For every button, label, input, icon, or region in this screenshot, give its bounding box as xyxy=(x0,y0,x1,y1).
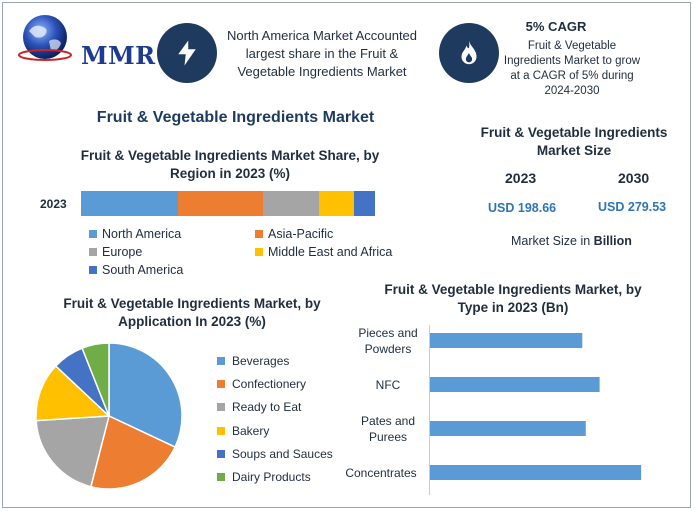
globe-icon xyxy=(18,15,72,61)
flame-icon xyxy=(439,23,499,83)
application-legend-item-ready-to-eat: Ready to Eat xyxy=(217,396,333,419)
legend-swatch xyxy=(217,403,225,412)
region-legend-item-north-america: North America xyxy=(89,227,181,241)
legend-swatch xyxy=(255,230,263,238)
market-size-title: Fruit & Vegetable Ingredients Market Siz… xyxy=(480,125,668,158)
market-size-unit-note: Market Size in Billion xyxy=(511,234,632,248)
legend-label: Ready to Eat xyxy=(232,400,302,415)
pie-slice-beverages xyxy=(108,342,183,449)
region-legend-item-middle-east-and-africa: Middle East and Africa xyxy=(255,245,392,259)
application-chart-title: Fruit & Vegetable Ingredients Market, by… xyxy=(63,296,321,329)
application-legend-item-beverages: Beverages xyxy=(217,349,333,372)
legend-label: North America xyxy=(102,227,182,241)
region-legend-item-europe: Europe xyxy=(89,245,142,259)
type-category-label-pieces-and-powders: Pieces and Powders xyxy=(358,326,418,356)
type-bar-pieces-and-powders xyxy=(430,333,583,348)
type-bar-concentrates xyxy=(430,465,642,480)
mmr-logo: MMR xyxy=(15,11,155,70)
market-size-year-2030: 2030 xyxy=(618,170,650,186)
region-segment-north-america xyxy=(81,191,179,216)
legend-label: Confectionery xyxy=(232,376,307,391)
legend-swatch xyxy=(217,426,225,435)
legend-swatch xyxy=(89,248,97,256)
region-segment-south-america xyxy=(354,191,375,216)
pie-slice-ready-to-eat xyxy=(35,415,110,488)
pie-slice-dairy-products xyxy=(81,342,110,417)
application-legend-item-soups-and-sauces: Soups and Sauces xyxy=(217,442,333,465)
type-category-label-pates-and-purees: Pates and Purees xyxy=(360,414,416,444)
market-size-value-2023: USD 198.66 xyxy=(488,201,557,215)
pie-slice-bakery xyxy=(35,364,111,422)
market-size-value-2030: USD 279.53 xyxy=(598,200,667,214)
type-category-label-nfc: NFC xyxy=(375,378,401,392)
application-legend-item-bakery: Bakery xyxy=(217,419,333,442)
region-stacked-bar xyxy=(81,191,375,216)
type-bar-nfc xyxy=(430,377,600,392)
lightning-bolt-icon xyxy=(157,23,217,83)
type-bar-pates-and-purees xyxy=(430,421,586,436)
page-title: Fruit & Vegetable Ingredients Market xyxy=(96,109,375,126)
logo-wordmark: MMR xyxy=(81,41,156,70)
legend-swatch xyxy=(217,449,225,458)
type-chart-title: Fruit & Vegetable Ingredients Market, by… xyxy=(384,282,642,315)
infographic-frame: MMR North America Market Accounted large… xyxy=(2,2,691,508)
region-segment-europe xyxy=(263,191,320,216)
market-size-year-2023: 2023 xyxy=(505,170,537,186)
region-segment-middle-east-and-africa xyxy=(319,191,355,216)
legend-label: Soups and Sauces xyxy=(232,446,333,461)
legend-label: Asia-Pacific xyxy=(268,227,334,241)
type-bar-chart xyxy=(430,333,642,480)
legend-swatch xyxy=(255,248,263,256)
legend-label: Beverages xyxy=(232,353,290,368)
legend-label: Dairy Products xyxy=(232,470,311,485)
legend-label: South America xyxy=(102,263,184,277)
pie-slice-confectionery xyxy=(89,414,177,490)
region-chart-title: Fruit & Vegetable Ingredients Market Sha… xyxy=(80,148,380,181)
region-segment-asia-pacific xyxy=(178,191,264,216)
cagr-title: 5% CAGR xyxy=(525,19,587,34)
application-pie-chart xyxy=(35,342,183,490)
cagr-text: Fruit & Vegetable Ingredients Market to … xyxy=(503,40,641,97)
divider-line xyxy=(429,325,430,495)
north-america-stat-text: North America Market Accounted largest s… xyxy=(226,28,418,79)
type-category-label-concentrates: Concentrates xyxy=(345,466,417,480)
legend-label: Middle East and Africa xyxy=(268,245,393,259)
legend-label: Bakery xyxy=(232,423,270,438)
region-bar-year-label: 2023 xyxy=(40,197,67,211)
legend-label: Europe xyxy=(102,245,143,259)
legend-swatch xyxy=(217,356,225,365)
application-legend-item-confectionery: Confectionery xyxy=(217,372,333,395)
legend-swatch xyxy=(89,266,97,274)
region-legend-item-asia-pacific: Asia-Pacific xyxy=(255,227,333,241)
legend-swatch xyxy=(89,230,97,238)
application-legend: Beverages Confectionery Ready to Eat Bakery… xyxy=(217,349,333,489)
region-legend-item-south-america: South America xyxy=(89,263,183,277)
application-legend-item-dairy-products: Dairy Products xyxy=(217,465,333,488)
legend-swatch xyxy=(217,473,225,482)
legend-swatch xyxy=(217,379,225,388)
